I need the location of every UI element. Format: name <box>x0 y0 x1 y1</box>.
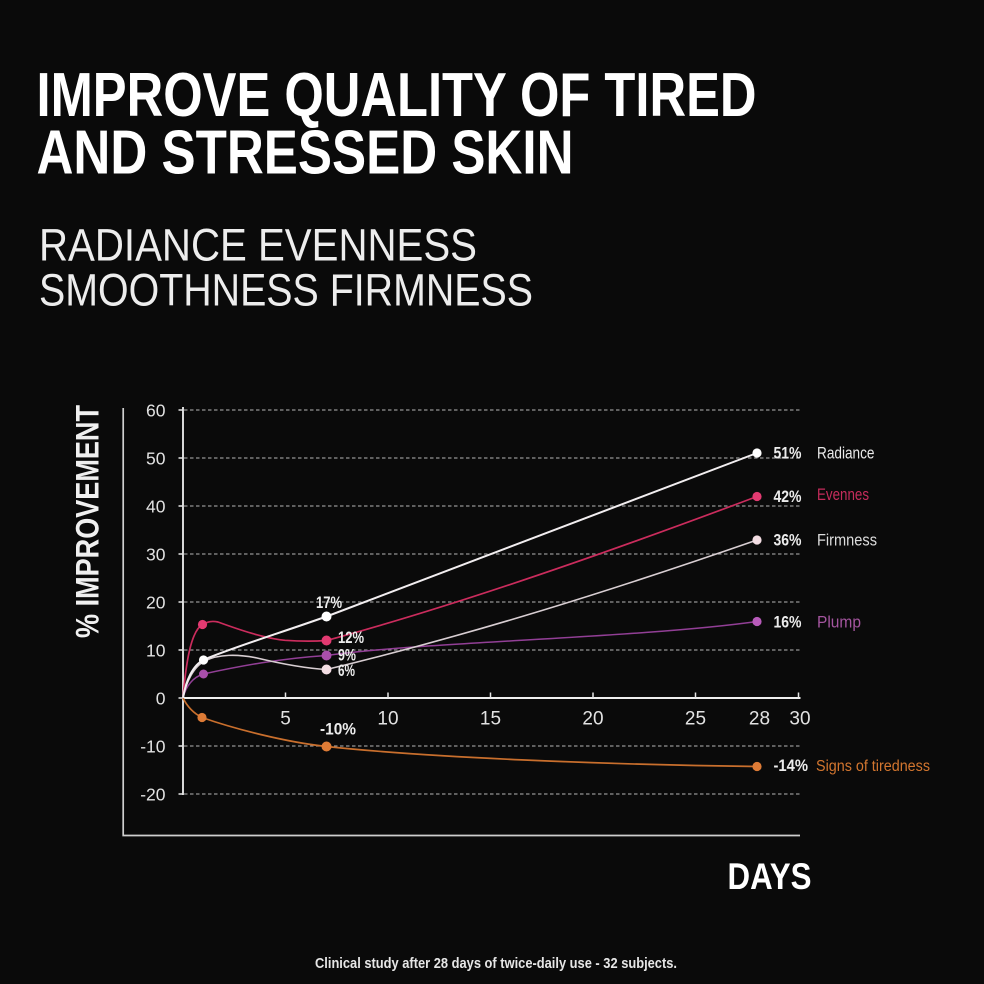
svg-text:10: 10 <box>377 709 398 730</box>
svg-text:IMPROVE QUALITY OF TIRED: IMPROVE QUALITY OF TIRED <box>37 61 757 130</box>
svg-text:% IMPROVEMENT: % IMPROVEMENT <box>70 405 106 638</box>
svg-text:50: 50 <box>146 449 166 469</box>
svg-text:-20: -20 <box>140 785 166 805</box>
svg-text:Radiance: Radiance <box>817 445 875 463</box>
svg-text:-10%: -10% <box>320 720 356 739</box>
svg-text:-10: -10 <box>140 737 166 757</box>
svg-text:25: 25 <box>685 709 706 730</box>
svg-text:Firmness: Firmness <box>817 532 877 550</box>
svg-text:10: 10 <box>146 641 166 661</box>
svg-text:DAYS: DAYS <box>728 856 812 897</box>
svg-text:30: 30 <box>789 709 810 730</box>
svg-text:60: 60 <box>146 401 166 421</box>
svg-text:AND STRESSED SKIN: AND STRESSED SKIN <box>37 119 574 188</box>
svg-text:15: 15 <box>480 709 501 730</box>
svg-text:Plump: Plump <box>817 614 861 632</box>
svg-text:17%: 17% <box>316 593 342 612</box>
svg-text:12%: 12% <box>338 628 364 647</box>
svg-text:30: 30 <box>146 545 166 565</box>
svg-text:RADIANCE EVENNESS: RADIANCE EVENNESS <box>39 220 477 271</box>
svg-text:Clinical study after 28 days o: Clinical study after 28 days of twice-da… <box>315 956 677 972</box>
svg-text:36%: 36% <box>774 532 802 550</box>
svg-text:SMOOTHNESS FIRMNESS: SMOOTHNESS FIRMNESS <box>39 265 533 316</box>
svg-text:-14%: -14% <box>774 757 809 775</box>
svg-text:42%: 42% <box>774 488 802 506</box>
svg-text:6%: 6% <box>338 661 355 680</box>
svg-text:16%: 16% <box>774 614 802 632</box>
svg-text:20: 20 <box>582 709 603 730</box>
svg-text:28: 28 <box>749 709 770 730</box>
svg-text:Evennes: Evennes <box>817 486 869 504</box>
svg-text:40: 40 <box>146 497 166 517</box>
svg-text:Signs of tiredness: Signs of tiredness <box>816 758 930 775</box>
svg-text:51%: 51% <box>774 445 802 463</box>
svg-text:0: 0 <box>156 689 166 709</box>
svg-text:20: 20 <box>146 593 166 613</box>
svg-text:9%: 9% <box>338 646 356 665</box>
svg-text:5: 5 <box>280 709 291 730</box>
